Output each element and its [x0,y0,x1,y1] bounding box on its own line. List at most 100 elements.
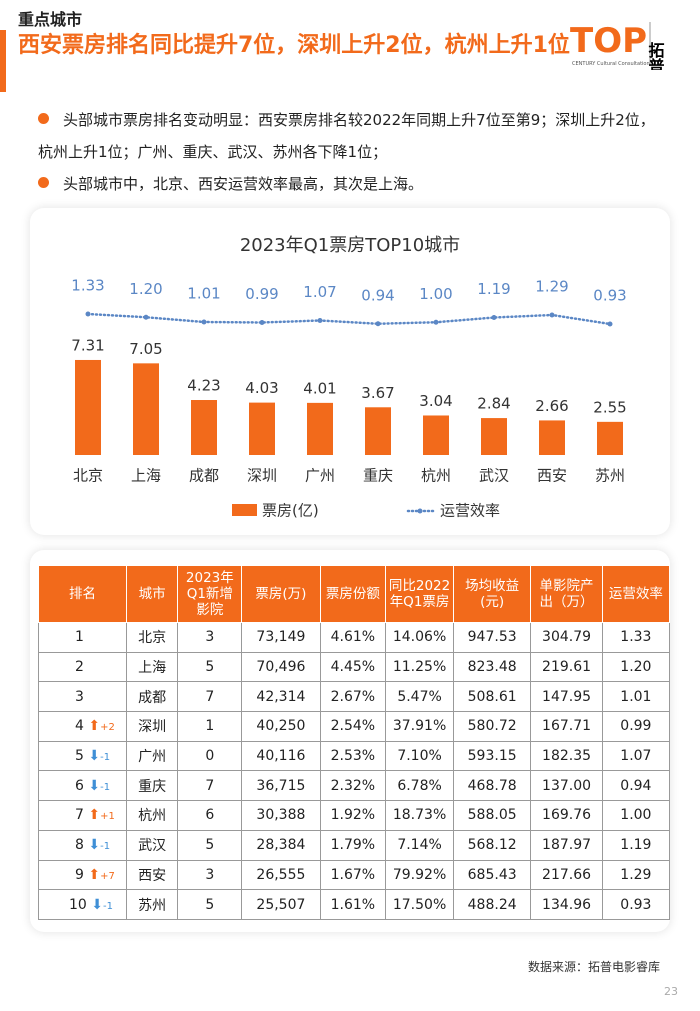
table-cell: 0.99 [601,711,671,742]
table-cell: 7.10% [385,740,454,772]
line-value-label: 1.01 [187,285,220,303]
table-row: 10 ⬇-1 苏州 5 25,507 1.61% 17.50% 488.24 134.96 0.… [38,889,671,920]
x-tick-label: 深圳 [247,467,277,485]
bar-value-label: 3.67 [361,384,394,402]
bar-value-label: 2.84 [477,395,510,413]
table-cell: 4.45% [319,651,387,683]
rank-change: +1 [100,811,115,823]
bar [423,415,449,455]
table-cell: 2.53% [319,740,387,772]
chart-card: 2023年Q1票房TOP10城市 7.31 北京 7.05 上海 4.23 成都 4.03 深… [30,208,670,535]
table-cell: 17.50% [385,889,454,920]
bullet-list: 头部城市票房排名变动明显：西安票房排名较2022年同期上升7位至第9；深圳上升2… [38,104,663,200]
table-cell: 西安 [125,859,179,891]
bar [365,407,391,455]
table-cell: 73,149 [241,622,321,653]
rank-change: +7 [100,870,115,882]
table-row: 3 成都 7 42,314 2.67% 5.47% 508.61 147.95 1.01 [38,681,671,713]
table-cell: 18.73% [385,800,454,831]
legend-swatch [232,504,257,516]
rank: 8 [75,837,84,854]
x-tick-label: 广州 [305,467,335,485]
rank: 9 [75,866,84,883]
rank-cell: 5 ⬇-1 [38,740,127,772]
rank-cell: 6 ⬇-1 [38,770,127,802]
table-cell: 重庆 [125,770,179,802]
line-value-label: 0.99 [245,285,278,303]
bar-value-label: 7.05 [129,340,162,358]
table-card: 排名 城市 2023年Q1新增影院 票房(万) 票房份额 同比2022年Q1票房 场均收益(… [30,550,671,932]
table-row: 2 上海 5 70,496 4.45% 11.25% 823.48 219.61 1.20 [38,651,671,683]
bar-value-label: 4.23 [187,377,220,395]
header-cell: 排名 [38,565,127,623]
table-cell: 0.94 [601,770,671,802]
table-cell: 1.67% [319,859,387,891]
header-cell: 票房份额 [319,565,387,623]
arrow-down: ⬇ [83,837,101,854]
table-cell: 1.01 [601,681,671,713]
x-tick-label: 北京 [73,467,103,485]
arrow-up: ⬆ [83,866,101,883]
table-cell: 167.71 [530,711,603,742]
arrow-down: ⬇ [83,748,101,765]
accent-bar [0,30,6,92]
table-cell: 182.35 [530,740,603,772]
line-value-label: 1.33 [71,277,104,295]
arrow-down: ⬇ [86,896,104,913]
bar-value-label: 2.55 [593,398,626,416]
rank-cell: 4 ⬆+2 [38,711,127,742]
source-note: 数据来源：拓普电影睿库 [527,960,660,974]
bar [133,363,159,455]
chart: 2023年Q1票房TOP10城市 7.31 北京 7.05 上海 4.23 成都 4.03 深… [71,235,626,520]
bar [75,359,101,455]
line [86,312,612,326]
header-row: 排名 城市 2023年Q1新增影院 票房(万) 票房份额 同比2022年Q1票房 场均收益(… [38,565,671,623]
table-cell: 1.20 [601,651,671,683]
table-cell: 上海 [125,651,179,683]
rank-cell: 2 [38,651,127,683]
table-cell: 武汉 [125,829,179,861]
x-tick-label: 武汉 [479,467,509,485]
table-cell: 137.00 [530,770,603,802]
table-cell: 685.43 [452,859,532,891]
table-cell: 217.66 [530,859,603,891]
header-cell: 城市 [125,565,179,623]
rank: 6 [75,777,84,794]
logo-mark: TOP [570,21,647,61]
table-cell: 304.79 [530,622,603,653]
table-cell: 593.15 [452,740,532,772]
line-value-label: 1.29 [535,278,568,296]
bar-value-label: 7.31 [71,336,104,354]
table-row: 7 ⬆+1 杭州 6 30,388 1.92% 18.73% 588.05 169.76 1.0… [38,800,671,831]
legend-swatch [417,508,423,514]
line-point [317,318,323,323]
rank-cell: 7 ⬆+1 [38,800,127,831]
x-tick-label: 西安 [537,467,567,485]
header-cell: 同比2022年Q1票房 [385,565,454,623]
rank-change: -1 [100,781,111,793]
arrow-up: ⬆ [83,807,101,824]
bar [539,420,565,455]
table-cell: 568.12 [452,829,532,861]
table-cell: 1.61% [319,889,387,920]
table-cell: 37.91% [385,711,454,742]
arrow-up: ⬆ [83,718,101,735]
table-cell: 79.92% [385,859,454,891]
rank-cell: 8 ⬇-1 [38,829,127,861]
arrow-down: ⬇ [83,777,101,794]
rank: 2 [75,659,84,676]
table-cell: 14.06% [385,622,454,653]
bar [481,418,507,455]
rank-change: +2 [100,722,115,734]
table-cell: 588.05 [452,800,532,831]
table-cell: 5.47% [385,681,454,713]
page-title: 西安票房排名同比提升7位，深圳上升2位，杭州上升1位 [18,33,570,58]
page-number: 23 [664,985,678,998]
table-cell: 1.79% [319,829,387,861]
table-body: 1 北京 3 73,149 4.61% 14.06% 947.53 304.79 1.33 2 上海… [38,622,671,920]
bar-value-label: 2.66 [535,397,568,415]
table-cell: 219.61 [530,651,603,683]
bullet-dot [38,113,49,124]
table-cell: 深圳 [125,711,179,742]
